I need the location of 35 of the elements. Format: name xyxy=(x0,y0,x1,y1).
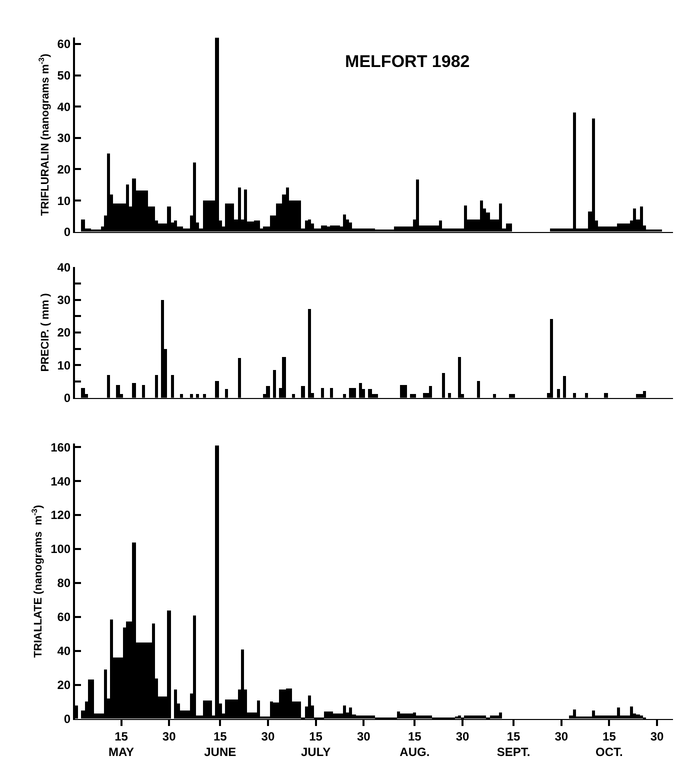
x-tick-label: 15 AUG. xyxy=(400,729,430,759)
y-tick-label: 40 xyxy=(57,100,71,114)
y-tick-label: 20 xyxy=(57,326,71,340)
x-tick-label: 15 MAY xyxy=(108,729,134,759)
x-tick-label: 15 JULY xyxy=(301,729,331,759)
x-tick-label: 15 OCT. xyxy=(596,729,623,759)
text: MELFORT 1982 xyxy=(345,52,470,72)
y-tick-label: 20 xyxy=(57,162,71,176)
y-tick-label: 0 xyxy=(64,225,71,240)
y-tick-label: 10 xyxy=(57,358,71,372)
x-tick-label: 30 xyxy=(456,729,470,744)
y-tick-label: 60 xyxy=(57,37,71,52)
x-tick-label: 30 xyxy=(650,729,664,744)
y-tick-label: 100 xyxy=(50,542,71,556)
y-tick-label: 160 xyxy=(50,440,71,454)
y-tick-label: 50 xyxy=(57,68,71,82)
y-tick-label: 0 xyxy=(64,390,71,405)
y-tick-label: 30 xyxy=(57,293,71,308)
x-tick-label: 30 xyxy=(356,729,371,744)
x-tick-label: 30 xyxy=(261,729,275,744)
y-tick-label: 140 xyxy=(50,474,71,488)
y-tick-label: 30 xyxy=(57,131,71,146)
y-tick-label: 40 xyxy=(57,260,71,274)
y-tick-label: 10 xyxy=(57,194,71,208)
x-tick-label: 30 xyxy=(162,729,176,744)
x-tick-label: 15 SEPT. xyxy=(496,729,530,759)
y-tick-label: 40 xyxy=(57,644,71,658)
x-tick-label: 30 xyxy=(554,729,568,744)
y-tick-label: 20 xyxy=(57,678,71,692)
y-tick-label: 120 xyxy=(50,508,71,522)
y-tick-label: 60 xyxy=(57,610,71,624)
y-axis-title: PRECIP. ( mm ) xyxy=(39,292,52,372)
x-tick-label: 15 JUNE xyxy=(204,729,236,759)
y-tick-label: 80 xyxy=(57,576,71,590)
y-tick-label: 0 xyxy=(64,712,71,726)
